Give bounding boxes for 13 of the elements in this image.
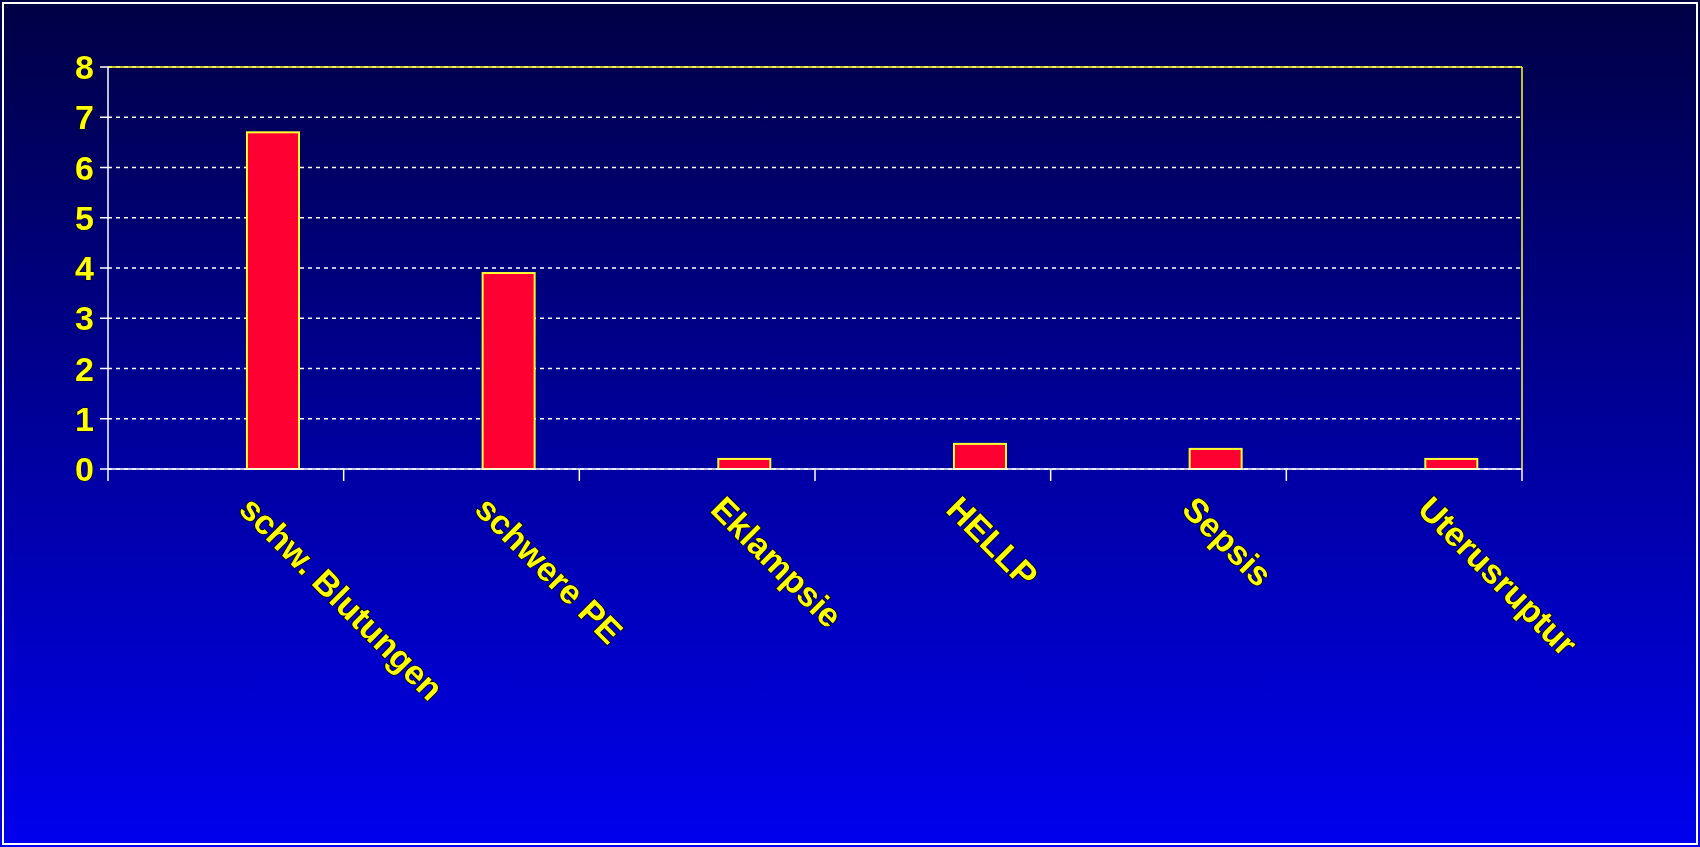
y-tick-label: 1 [75, 399, 94, 438]
y-tick-label: 6 [75, 148, 94, 187]
y-tick-label: 5 [75, 198, 94, 237]
bar [1188, 447, 1243, 470]
y-tick-label: 3 [75, 299, 94, 338]
y-tick-label: 4 [75, 249, 95, 288]
y-tick-label: 7 [75, 98, 94, 137]
bar [245, 131, 300, 470]
y-tick-label: 8 [75, 48, 94, 87]
y-tick-label: 2 [75, 349, 94, 388]
bar [952, 442, 1007, 470]
y-tick-label: 0 [75, 450, 94, 489]
bar [481, 272, 536, 470]
